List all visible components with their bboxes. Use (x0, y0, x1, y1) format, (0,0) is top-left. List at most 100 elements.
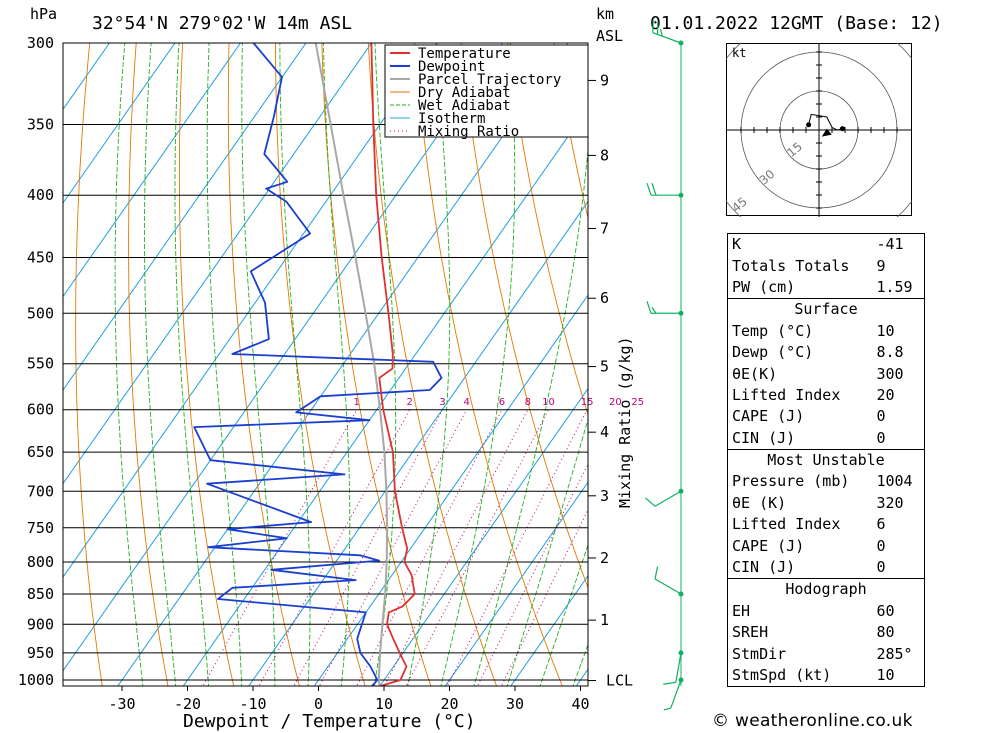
plot-frame (62, 42, 589, 687)
pressure-tick-label: 650 (27, 443, 54, 461)
pressure-tick-label: 900 (27, 615, 54, 633)
wet-adiabat-line (539, 543, 588, 686)
surface-dewp-label: Dewp (°C) (732, 343, 814, 362)
pressure-tick-label: 850 (27, 585, 54, 603)
isotherm-line (444, 481, 588, 686)
surface-theta-e-label: θE(K) (732, 364, 778, 383)
pressure-tick-label: 750 (27, 519, 54, 537)
legend-dry-adiabat: Dry Adiabat (418, 85, 511, 101)
x-tick-label: 30 (506, 695, 524, 713)
wind-barb-shaft (670, 679, 682, 709)
wind-barb-flag (663, 707, 671, 711)
pressure-tick-label: 600 (27, 401, 54, 419)
dry-adiabat-line (128, 43, 169, 686)
pressure-tick-label: 450 (27, 249, 54, 267)
mixing-ratio-line (318, 409, 468, 686)
legend-parcel: Parcel Trajectory (418, 72, 561, 88)
parcel-trajectory-line (314, 43, 389, 686)
datetime-title: 01.01.2022 12GMT (Base: 12) (650, 13, 943, 34)
isotherm-line (379, 387, 588, 686)
wind-barb-flag (651, 183, 657, 196)
wet-adiabat-line (473, 143, 588, 686)
asl-label: ASL (596, 27, 623, 45)
mixing-ratio-label: 1 (354, 397, 360, 408)
pressure-tick-label: 950 (27, 644, 54, 662)
wet-adiabat-line (322, 43, 351, 686)
km-tick-label: 6 (600, 289, 609, 307)
dry-adiabat-line (507, 43, 588, 416)
km-tick-label: 4 (600, 423, 609, 441)
totals-totals-value: 9 (876, 256, 886, 275)
dry-adiabat-line (321, 43, 432, 686)
wind-barb-flag (645, 497, 656, 507)
surface-lifted-index-label: Lifted Index (732, 385, 841, 404)
surface-dewp-value: 8.8 (876, 343, 904, 362)
mixing-ratio-label: 6 (499, 397, 505, 408)
storm-direction-label: StmDir (732, 644, 787, 663)
mu-cin-value: 0 (876, 558, 886, 577)
location-title: 32°54'N 279°02'W 14m ASL (92, 13, 352, 34)
legend-mixing-ratio: Mixing Ratio (418, 124, 519, 140)
mu-cin-label: CIN (J) (732, 558, 796, 577)
surface-title: Surface (727, 298, 925, 321)
isotherm-line (510, 574, 588, 686)
surface-cin-value: 0 (876, 428, 886, 447)
x-tick-label: 0 (314, 695, 323, 713)
wet-adiabat-line (407, 43, 451, 686)
mixing-ratio-label: 4 (464, 397, 470, 408)
dry-adiabat-line (227, 43, 300, 686)
mu-cape-label: CAPE (J) (732, 536, 805, 555)
x-tick-label: 20 (440, 695, 458, 713)
km-tick-label: 2 (600, 549, 609, 567)
km-tick-label: 8 (600, 146, 609, 164)
pw-value: 1.59 (876, 277, 913, 296)
pressure-tick-label: 350 (27, 116, 54, 134)
storm-speed-value: 10 (876, 666, 895, 684)
k-value: -41 (876, 235, 904, 254)
wet-adiabat-line (279, 43, 311, 686)
legend-wet-adiabat: Wet Adiabat (418, 98, 511, 114)
wet-adiabat-line (374, 43, 397, 686)
sreh-value: 80 (876, 623, 895, 642)
isotherm-line (63, 43, 307, 391)
wet-adiabat-line (114, 43, 144, 686)
dry-adiabat-line (919, 25, 1000, 690)
km-tick-label: 1 (600, 611, 609, 629)
pressure-tick-label: 1000 (18, 671, 54, 689)
dry-adiabat-line (75, 43, 103, 686)
x-tick-label: -20 (174, 695, 201, 713)
pressure-tick-label: 550 (27, 355, 54, 373)
surface-cape-label: CAPE (J) (732, 407, 805, 426)
pressure-tick-label: 700 (27, 482, 54, 500)
pressure-tick-label: 500 (27, 304, 54, 322)
mixing-ratio-labels: 1 2 3 4 6 8 10 15 20 25 (354, 397, 645, 408)
pw-label: PW (cm) (732, 277, 796, 296)
eh-value: 60 (876, 601, 895, 620)
most-unstable-title: Most Unstable (727, 448, 925, 472)
surface-theta-e-value: 300 (876, 364, 904, 383)
legend-dewpoint: Dewpoint (418, 59, 485, 75)
storm-speed-label: StmSpd (kt) (732, 666, 832, 684)
dewpoint-line (193, 43, 443, 686)
hodograph-unit-label: kt (732, 46, 746, 60)
mixing-ratio-line (476, 463, 588, 686)
wind-barb-shaft (654, 490, 682, 507)
mixing-ratio-line (293, 409, 443, 686)
mu-lifted-index-label: Lifted Index (732, 515, 841, 534)
indices-table: K -41 Totals Totals 9 PW (cm) 1.59 Surface … (727, 233, 925, 688)
legend-temperature: Temperature (418, 46, 511, 62)
surface-cin-label: CIN (J) (732, 428, 796, 447)
legend-box (384, 44, 589, 138)
hodograph-start-dot (806, 122, 812, 128)
hodograph-title: Hodograph (727, 578, 925, 601)
mixing-ratio-label: 8 (525, 397, 531, 408)
totals-totals-label: Totals Totals (732, 256, 850, 275)
hpa-label: hPa (30, 5, 57, 23)
storm-motion-marker (821, 128, 832, 137)
mixing-ratio-label: 3 (439, 397, 445, 408)
surface-lifted-index-value: 20 (876, 385, 895, 404)
km-label: km (596, 5, 614, 23)
dry-adiabat-line (367, 43, 498, 686)
x-tick-label: 40 (571, 695, 589, 713)
isotherm-line (63, 43, 176, 204)
